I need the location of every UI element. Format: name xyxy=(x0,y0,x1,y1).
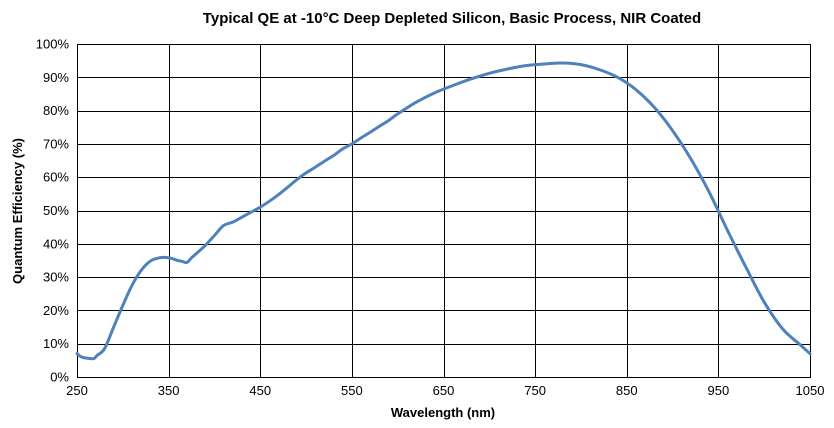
x-tick-label: 750 xyxy=(524,383,546,398)
x-tick-label: 950 xyxy=(708,383,730,398)
x-tick-label: 450 xyxy=(249,383,271,398)
y-tick-label: 80% xyxy=(43,103,69,118)
y-tick-labels: 0% 10% 20% 30% 40% 50% 60% 70% 80% 90% 100% xyxy=(36,37,70,385)
y-axis-label: Quantum Efficiency (%) xyxy=(10,138,25,284)
x-tick-label: 850 xyxy=(616,383,638,398)
chart-title: Typical QE at -10°C Deep Depleted Silico… xyxy=(203,10,701,27)
x-tick-label: 350 xyxy=(158,383,180,398)
x-tick-label: 1050 xyxy=(796,383,825,398)
y-tick-label: 90% xyxy=(43,70,69,85)
y-tick-label: 60% xyxy=(43,170,69,185)
grid-layer xyxy=(77,44,811,378)
x-tick-label: 250 xyxy=(66,383,88,398)
plot-frame xyxy=(77,44,811,378)
curve-layer xyxy=(75,61,812,361)
x-tick-labels: 250 350 450 550 650 750 850 950 1050 xyxy=(66,383,824,398)
y-tick-label: 100% xyxy=(36,37,70,52)
qe-series-line xyxy=(75,61,812,361)
y-tick-label: 20% xyxy=(43,303,69,318)
x-tick-label: 550 xyxy=(341,383,363,398)
x-axis-label: Wavelength (nm) xyxy=(391,405,495,420)
y-tick-label: 70% xyxy=(43,136,69,151)
x-tick-label: 650 xyxy=(433,383,455,398)
y-tick-label: 30% xyxy=(43,270,69,285)
y-tick-label: 0% xyxy=(50,370,69,385)
y-tick-label: 50% xyxy=(43,203,69,218)
y-tick-label: 10% xyxy=(43,336,69,351)
y-tick-label: 40% xyxy=(43,236,69,251)
